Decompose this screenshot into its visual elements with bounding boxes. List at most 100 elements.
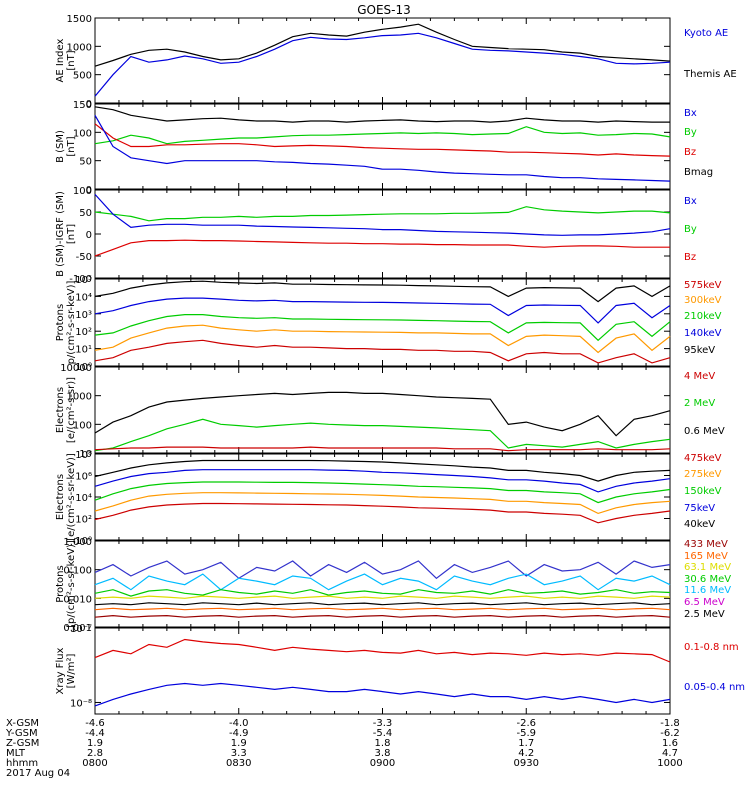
series-line-bz: [94, 123, 671, 157]
series-line-140kev: [94, 324, 671, 354]
date-label: 2017 Aug 04: [6, 768, 70, 779]
y-tick-label: 10⁴: [75, 292, 92, 303]
legend-entry: Bmag: [684, 167, 713, 178]
panel-frame: [94, 17, 671, 104]
y-tick-label: 1.000: [63, 537, 92, 548]
y-tick-label: 10⁴: [75, 493, 92, 504]
y-tick-label: 10⁶: [75, 472, 92, 483]
legend-entry: 0.6 MeV: [684, 426, 725, 437]
series-line-2-5-mev: [94, 614, 671, 618]
y-tick-label: 10⁻⁸: [70, 698, 92, 709]
series-line-300kev: [94, 297, 671, 324]
y-axis-label: Xray Flux: [55, 647, 66, 694]
legend-entry: 210keV: [684, 311, 722, 322]
legend-entry: 0.1-0.8 nm: [684, 642, 739, 653]
series-line-themis-ae: [94, 23, 671, 67]
legend-entry: 30.6 MeV: [684, 574, 731, 585]
y-axis-label: [p/(cm²-s-sr-keV)]: [66, 540, 77, 628]
y-axis-label: Electrons: [55, 387, 66, 433]
y-tick-label: 10³: [75, 310, 92, 321]
panel-xray: 10⁻⁸ 10⁻⁷ Xray Flux [W/m²] 0.1-0.8 nm 0.05-0.…: [55, 624, 745, 715]
y-tick-label: 0.001: [63, 623, 92, 634]
legend-entry: 4 MeV: [684, 371, 715, 382]
footer-value: 1.9: [87, 738, 103, 749]
series-line-75kev: [94, 469, 671, 493]
legend-entry: 2 MeV: [684, 398, 715, 409]
y-tick-label: 100: [73, 186, 92, 197]
legend-entry: 95keV: [684, 345, 715, 356]
legend-entry: 0.05-0.4 nm: [684, 682, 745, 693]
footer-row-label: MLT: [6, 748, 26, 759]
footer-value: 1.8: [375, 738, 391, 749]
footer-value: -5.4: [373, 728, 393, 739]
y-axis-label: [W/m²]: [66, 653, 77, 688]
legend-entry: 2.5 MeV: [684, 609, 725, 620]
footer-value: 2.8: [87, 748, 103, 759]
series-line-0-1-0-8-nm: [94, 638, 671, 663]
y-axis-label: B (SM)-IGRF (SM): [55, 191, 66, 277]
y-tick-label: 0.100: [63, 566, 92, 577]
y-axis-label: Protons: [55, 565, 66, 602]
legend-entry: By: [684, 224, 697, 235]
y-tick-label: 0.010: [63, 594, 92, 605]
legend-entry: 475keV: [684, 453, 722, 464]
footer-value: -5.9: [516, 728, 536, 739]
y-tick-label: 1000: [67, 42, 92, 53]
legend-entry: By: [684, 127, 697, 138]
footer-row-label: hhmm: [6, 758, 38, 769]
series-line-0-05-0-4-nm: [94, 682, 671, 707]
footer-value: 1000: [657, 758, 682, 769]
y-tick-label: 10⁸: [75, 450, 92, 461]
series-line-210kev: [94, 314, 671, 342]
legend-entry: Bz: [684, 252, 696, 263]
series-line-165-mev: [94, 573, 671, 591]
footer-row-label: X-GSM: [6, 718, 39, 729]
legend-entry: 140keV: [684, 328, 722, 339]
panel-frame: [94, 103, 671, 190]
panel-frame: [94, 278, 671, 367]
footer-value: 3.8: [375, 748, 391, 759]
series-line-40kev: [94, 459, 671, 482]
panel-frame: [94, 189, 671, 279]
series-line-30-6-mev: [94, 595, 671, 599]
y-axis-label: [nT]: [66, 50, 77, 70]
y-tick-label: 10⁰: [75, 536, 92, 547]
y-tick-label: -50: [76, 252, 92, 263]
footer-value: 1.7: [518, 738, 534, 749]
footer-value: -2.6: [516, 718, 536, 729]
legend-entry: Bx: [684, 108, 697, 119]
panel-frame: [94, 453, 671, 541]
panel-electrons-kev: 10⁰ 10² 10⁴ 10⁶ 10⁸ Electrons [e/(cm²-s-sr-keV…: [55, 450, 722, 547]
series-line-63-1-mev: [94, 589, 671, 597]
legend-entry: 40keV: [684, 519, 715, 530]
footer-value: -4.0: [229, 718, 249, 729]
series-line-bx: [94, 115, 671, 182]
y-tick-label: 100: [73, 420, 92, 431]
legend-entry: Themis AE: [683, 69, 737, 80]
y-axis-label: [e/(cm²-s-sr-keV)]: [66, 453, 77, 541]
footer-value: 1.6: [662, 738, 678, 749]
y-axis-label: Protons: [55, 304, 66, 341]
series-line-150kev: [94, 481, 671, 504]
series-line-kyoto-ae: [94, 32, 671, 97]
footer-value: 0830: [226, 758, 251, 769]
y-axis-label: [nT]: [66, 136, 77, 156]
series-line-575kev: [94, 280, 671, 303]
legend-entry: 11.6 MeV: [684, 585, 731, 596]
legend-entry: Bx: [684, 196, 697, 207]
y-tick-label: 1000: [67, 392, 92, 403]
y-tick-label: 10⁰: [75, 362, 92, 373]
panel-protons-mev: 0.001 0.010 0.100 1.000 Protons [p/(cm²-s-sr-…: [55, 537, 731, 634]
footer-value: 1.9: [231, 738, 247, 749]
panel-b-igrf: -100 -50 0 50 100 B (SM)-IGRF (SM) [nT] Bx By Bz: [55, 186, 697, 285]
footer-table: X-GSM -4.6 -4.0 -3.3 -2.6 -1.8 Y-GSM -4.4 -4.9 -5…: [5, 718, 683, 769]
y-tick-label: 10²: [75, 515, 92, 526]
series-line-by: [94, 126, 671, 145]
footer-row-label: Z-GSM: [6, 738, 39, 749]
footer-value: -4.9: [229, 728, 249, 739]
y-axis-label: [e/(cm²-s-sr)]: [66, 377, 77, 443]
y-tick-label: 50: [79, 157, 92, 168]
y-tick-label: 50: [79, 208, 92, 219]
y-tick-label: 10⁻⁷: [70, 624, 92, 635]
